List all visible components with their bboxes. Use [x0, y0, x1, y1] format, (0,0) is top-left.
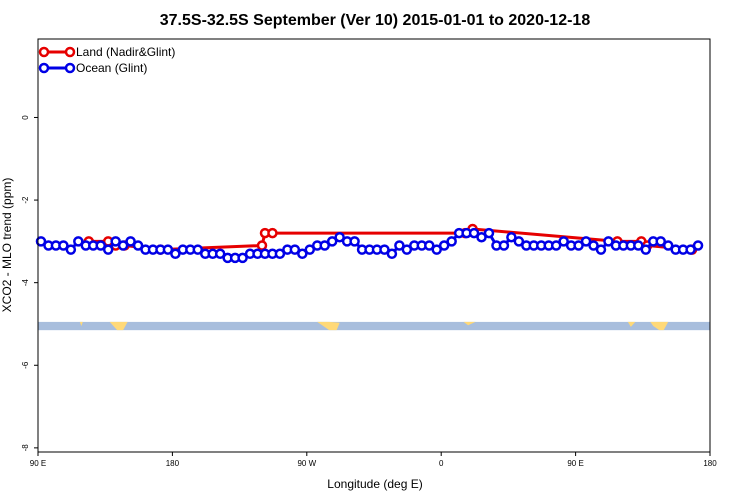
plot-frame [37, 38, 711, 453]
data-point-ocean [379, 244, 390, 255]
data-point-ocean [237, 252, 248, 264]
map-strip-ocean [38, 321, 710, 331]
data-point-ocean [580, 236, 592, 247]
data-point-ocean [326, 236, 338, 247]
data-point-ocean [633, 240, 644, 251]
data-point-ocean [289, 244, 301, 255]
data-point-ocean [498, 240, 510, 251]
data-point-ocean [692, 240, 704, 251]
legend-land-label: Land (Nadir&Glint) [76, 45, 175, 59]
data-point-ocean [102, 244, 114, 255]
data-point-ocean [558, 236, 569, 247]
data-point-ocean [58, 240, 69, 251]
map-strip-land-1 [109, 321, 128, 331]
data-point-ocean [662, 240, 674, 251]
data-point-ocean [125, 236, 136, 247]
y-axis-label: XCO2 - MLO trend (ppm) [0, 178, 14, 313]
data-point-ocean [214, 248, 226, 260]
legend-ocean-marker-left [38, 62, 50, 74]
y-tick-label: -2 [21, 196, 30, 204]
x-tick-label: 90 E [567, 459, 583, 468]
data-point-ocean [401, 244, 413, 255]
y-axis-ticks: 0 -2 -4 -6 -8 [21, 115, 38, 452]
data-point-ocean [431, 244, 442, 255]
data-point-ocean [274, 248, 286, 260]
data-point-ocean [588, 240, 599, 251]
y-tick-label: 0 [21, 115, 30, 120]
data-point-ocean [170, 248, 181, 260]
data-point-ocean [73, 236, 84, 247]
x-tick-label: 0 [439, 459, 444, 468]
y-tick-label: -6 [21, 361, 30, 369]
legend-land-marker-left [38, 46, 50, 58]
data-point-ocean [95, 240, 106, 251]
data-point-ocean [386, 248, 398, 260]
y-tick-label: -4 [21, 279, 30, 287]
map-strip-land-5 [650, 321, 669, 331]
y-tick-label: -8 [21, 444, 30, 452]
data-point-ocean [110, 236, 121, 247]
data-point-ocean [192, 244, 204, 255]
data-point-land [267, 227, 278, 239]
data-point-ocean [65, 244, 77, 255]
data-point-ocean [483, 227, 495, 239]
data-point-ocean [550, 240, 562, 251]
data-point-ocean [304, 244, 316, 255]
x-axis-label: Longitude (deg E) [327, 477, 422, 491]
data-point-ocean [35, 236, 47, 247]
map-strip-land-3 [463, 321, 476, 326]
map-strip-land-0 [79, 321, 83, 327]
data-point-ocean [424, 240, 435, 251]
data-point-ocean [468, 227, 480, 239]
x-tick-label: 180 [166, 459, 180, 468]
data-point-ocean [394, 240, 405, 251]
data-point-ocean [297, 248, 308, 260]
data-point-ocean [595, 244, 607, 255]
data-point-land [256, 240, 268, 251]
data-point-ocean [506, 231, 517, 243]
chart-title: 37.5S-32.5S September (Ver 10) 2015-01-0… [160, 12, 591, 29]
map-strip [38, 321, 710, 331]
data-point-ocean [319, 240, 330, 251]
data-point-ocean [132, 240, 144, 251]
legend-ocean-marker-right [64, 62, 76, 74]
data-point-ocean [685, 244, 696, 255]
x-tick-label: 90 W [297, 459, 316, 468]
x-tick-label: 90 E [30, 459, 46, 468]
data-point-ocean [573, 240, 584, 251]
data-point-ocean [513, 236, 525, 247]
data-point-ocean [603, 236, 614, 247]
data-point-ocean [438, 240, 450, 251]
data-point-ocean [162, 244, 174, 255]
data-point-ocean [349, 236, 360, 247]
data-point-ocean [446, 236, 457, 247]
data-point-ocean [640, 244, 652, 255]
data-point-ocean [655, 236, 666, 247]
data-point-ocean [117, 240, 129, 251]
legend-ocean-label: Ocean (Glint) [76, 61, 147, 75]
x-axis-ticks: 90 E 180 90 W 0 90 E 180 [30, 452, 717, 468]
x-tick-label: 180 [703, 459, 717, 468]
map-strip-land-4 [627, 321, 636, 327]
legend-land-marker-right [64, 46, 76, 58]
legend: Land (Nadir&Glint) Ocean (Glint) [38, 45, 175, 75]
data-point-ocean [334, 231, 345, 243]
map-strip-land-2 [317, 321, 340, 331]
data-point-ocean [476, 231, 487, 243]
series-layer [35, 223, 704, 264]
